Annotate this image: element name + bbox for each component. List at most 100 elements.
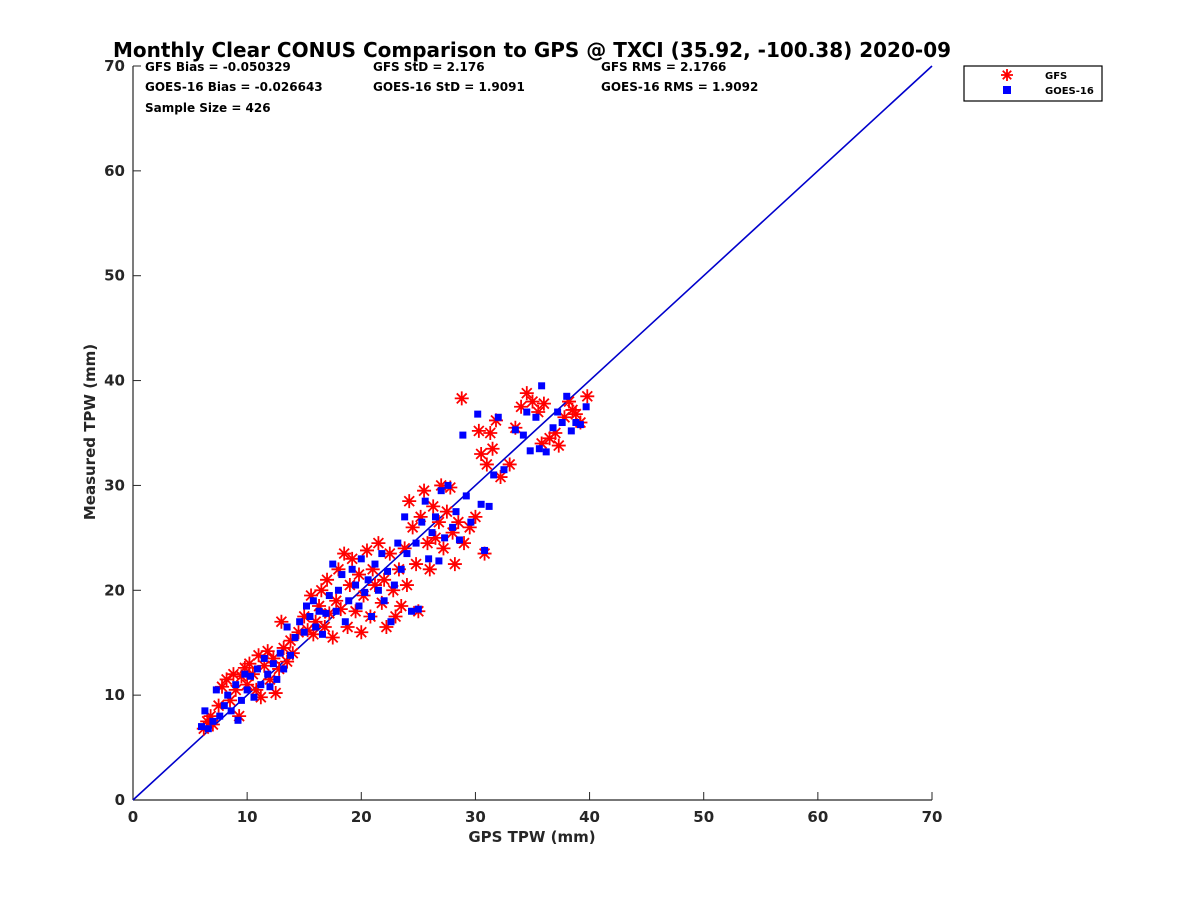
gfs-point <box>493 470 508 485</box>
goes16-point <box>357 555 365 563</box>
stat-goes16-rms: GOES-16 RMS = 1.9092 <box>601 80 758 94</box>
goes16-point <box>224 691 232 699</box>
goes16-point <box>276 649 284 657</box>
goes16-point <box>435 557 443 565</box>
gfs-point <box>568 407 583 422</box>
gfs-point <box>434 478 449 493</box>
goes16-point <box>374 586 382 594</box>
goes16-point <box>397 565 405 573</box>
goes16-point <box>368 613 376 620</box>
gfs-point <box>242 656 257 671</box>
stats-annotations: GFS Bias = -0.050329 GFS StD = 2.176 GFS… <box>145 60 758 115</box>
gfs-point <box>397 541 412 556</box>
gfs-point <box>329 593 344 608</box>
gfs-point <box>317 619 332 634</box>
goes16-point <box>280 665 288 673</box>
gfs-point <box>215 679 230 694</box>
goes16-point <box>467 518 475 526</box>
goes16-point <box>334 586 342 594</box>
gfs-point <box>536 396 551 411</box>
goes16-point <box>325 592 333 600</box>
gfs-point <box>468 509 483 524</box>
gfs-point <box>352 567 367 582</box>
goes16-point <box>408 607 416 615</box>
goes16-point <box>315 607 323 615</box>
gfs-point <box>367 578 382 593</box>
gfs-point <box>251 648 266 663</box>
gfs-point <box>447 557 462 572</box>
gfs-point <box>402 494 417 509</box>
goes16-point <box>237 696 245 704</box>
goes16-series <box>197 382 590 733</box>
gfs-point <box>342 578 357 593</box>
goes16-point <box>338 571 346 579</box>
goes16-point <box>563 392 571 400</box>
gfs-point <box>228 682 243 697</box>
gfs-point <box>386 583 401 598</box>
gfs-point <box>413 509 428 524</box>
goes16-point <box>341 618 349 626</box>
goes16-point <box>481 546 489 554</box>
gfs-point <box>348 604 363 619</box>
x-tick-label: 40 <box>579 808 600 826</box>
goes16-point <box>273 675 281 683</box>
goes16-point <box>459 431 467 439</box>
gfs-point <box>474 446 489 461</box>
gfs-point <box>519 386 534 401</box>
goes16-point <box>494 413 502 421</box>
x-tick-label: 50 <box>693 808 714 826</box>
goes16-point <box>300 628 308 636</box>
goes16-point <box>260 654 268 662</box>
gfs-point <box>485 441 500 456</box>
y-tick-label: 10 <box>104 686 125 704</box>
gfs-point <box>333 602 348 617</box>
gfs-point <box>331 562 346 577</box>
gfs-point <box>200 714 215 729</box>
goes16-point <box>332 607 340 615</box>
goes16-point <box>511 426 519 434</box>
y-tick-label: 20 <box>104 581 125 599</box>
y-tick-label: 50 <box>104 267 125 285</box>
goes16-point <box>519 431 527 439</box>
goes16-point <box>384 567 392 575</box>
gfs-point <box>304 588 319 603</box>
goes16-point <box>283 623 291 631</box>
goes16-point <box>212 686 220 694</box>
goes16-point <box>549 424 557 432</box>
goes16-point <box>253 665 261 673</box>
goes16-point <box>234 716 242 724</box>
goes16-point <box>582 403 590 411</box>
gfs-point <box>422 562 437 577</box>
gfs-point <box>428 530 443 545</box>
goes16-point <box>444 481 452 489</box>
goes16-point <box>309 597 317 605</box>
gfs-point <box>426 499 441 514</box>
goes16-point <box>250 693 258 701</box>
goes16-point <box>306 613 314 620</box>
goes16-point <box>371 560 379 568</box>
goes16-point <box>232 681 240 689</box>
gfs-point <box>223 693 238 708</box>
goes16-point <box>243 686 251 694</box>
y-tick-label: 30 <box>104 476 125 494</box>
gfs-point <box>382 546 397 561</box>
gfs-point <box>226 667 241 682</box>
goes16-point <box>490 471 498 479</box>
gfs-point <box>320 572 335 587</box>
x-axis-label: GPS TPW (mm) <box>468 828 595 846</box>
goes16-point <box>485 502 493 510</box>
gfs-point <box>525 394 540 409</box>
x-tick-label: 70 <box>922 808 943 826</box>
goes16-point <box>352 581 360 589</box>
gfs-point <box>394 599 409 614</box>
gfs-point <box>240 677 255 692</box>
goes16-point <box>394 539 402 547</box>
gfs-point <box>479 457 494 472</box>
gfs-point <box>454 391 469 406</box>
y-tick-label: 70 <box>104 57 125 75</box>
goes16-point <box>322 609 330 617</box>
gfs-point <box>262 672 277 687</box>
goes16-point <box>209 717 217 725</box>
gfs-point <box>483 426 498 440</box>
gfs-point <box>417 483 432 498</box>
